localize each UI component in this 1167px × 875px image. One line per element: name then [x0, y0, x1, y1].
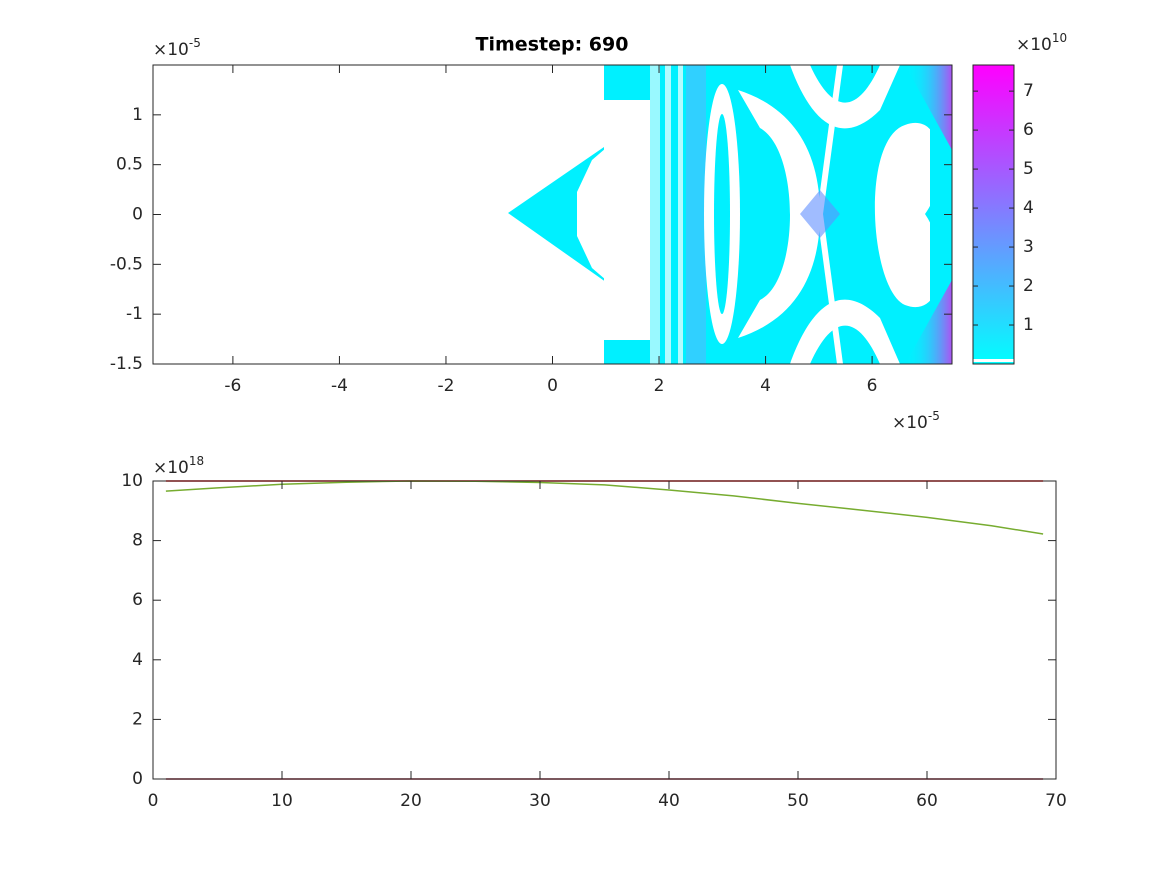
x-tick-label: 10	[271, 791, 293, 811]
colorbar-tick-label: 1	[1023, 315, 1034, 335]
axis-multiplier: ×10-5	[153, 36, 201, 61]
x-tick-label: 70	[1045, 791, 1067, 811]
multiplier-exponent: -5	[928, 409, 940, 423]
colorbar-frame	[972, 64, 1015, 365]
multiplier-exponent: -5	[189, 36, 201, 50]
colorbar-tick-label: 6	[1023, 120, 1034, 140]
y-tick-label: 6	[132, 590, 143, 610]
x-tick-label: 0	[547, 376, 558, 396]
x-tick-label: 6	[867, 376, 878, 396]
y-tick-label: 1	[132, 105, 143, 125]
axis-multiplier: ×1018	[153, 454, 204, 479]
x-tick-label: -4	[331, 376, 348, 396]
x-tick-label: 4	[760, 376, 771, 396]
y-tick-label: -0.5	[110, 254, 143, 274]
colorbar-tick-label: 5	[1023, 159, 1034, 179]
multiplier-exponent: 18	[189, 454, 204, 468]
colorbar-white	[973, 359, 1014, 362]
colorbar	[973, 65, 1014, 364]
axes-frame	[152, 480, 1057, 780]
y-tick-label: 0.5	[116, 155, 143, 175]
colorbar-tick-label: 2	[1023, 276, 1034, 296]
heatmap-image	[508, 65, 952, 364]
y-tick-label: 8	[132, 531, 143, 551]
colorbar-tick-label: 3	[1023, 237, 1034, 257]
y-tick-label: -1.5	[110, 354, 143, 374]
colorbar-tick-label: 4	[1023, 198, 1034, 218]
y-tick-label: 0	[132, 769, 143, 789]
line-series	[165, 480, 1044, 535]
y-tick-label: -1	[126, 304, 143, 324]
chart-title: Timestep: 690	[476, 34, 629, 56]
axis-multiplier: ×1010	[1016, 31, 1067, 56]
x-tick-label: 0	[148, 791, 159, 811]
multiplier-base: ×10	[892, 413, 928, 433]
y-tick-label: 2	[132, 709, 143, 729]
multiplier-exponent: 10	[1052, 31, 1067, 45]
x-tick-label: 40	[658, 791, 680, 811]
y-tick-label: 0	[132, 205, 143, 225]
x-tick-label: -2	[437, 376, 454, 396]
x-tick-label: 60	[916, 791, 938, 811]
multiplier-base: ×10	[153, 40, 189, 60]
multiplier-base: ×10	[1016, 35, 1052, 55]
x-tick-label: -6	[224, 376, 241, 396]
x-tick-label: 50	[787, 791, 809, 811]
colorbar-tick-label: 7	[1023, 81, 1034, 101]
y-tick-label: 4	[132, 650, 143, 670]
x-tick-label: 2	[654, 376, 665, 396]
x-tick-label: 20	[400, 791, 422, 811]
axis-multiplier: ×10-5	[892, 409, 940, 434]
x-tick-label: 30	[529, 791, 551, 811]
y-tick-label: 10	[121, 471, 143, 491]
multiplier-base: ×10	[153, 458, 189, 478]
